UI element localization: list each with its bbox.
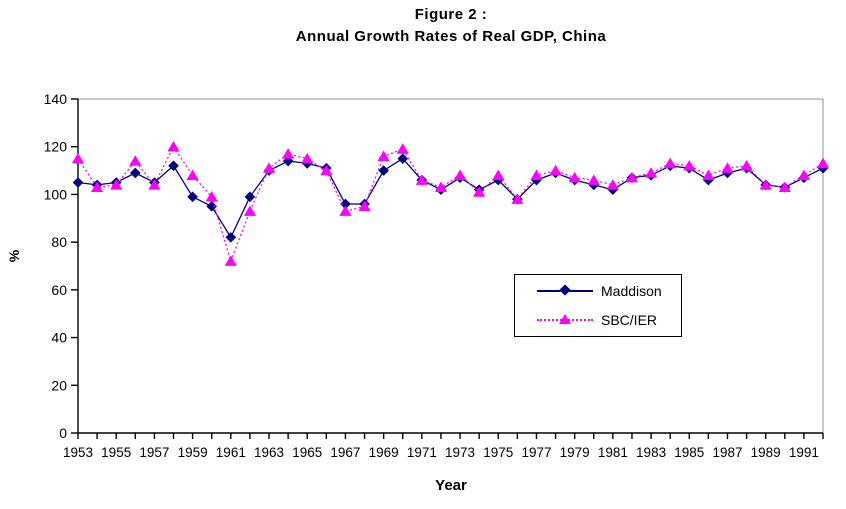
diamond-marker bbox=[187, 191, 198, 203]
x-tick-label: 1961 bbox=[216, 445, 246, 460]
y-tick-label: 0 bbox=[59, 425, 67, 441]
triangle-marker bbox=[664, 157, 677, 169]
triangle-marker bbox=[339, 205, 352, 216]
triangle-marker bbox=[205, 191, 218, 202]
sbc-line-sample bbox=[537, 314, 593, 325]
triangle-marker bbox=[320, 164, 333, 176]
x-tick-label: 1973 bbox=[445, 445, 475, 460]
triangle-marker bbox=[816, 157, 830, 169]
y-axis-title: % bbox=[6, 249, 22, 263]
x-tick-label: 1983 bbox=[636, 445, 666, 460]
triangle-marker bbox=[377, 150, 390, 161]
triangle-marker bbox=[568, 171, 581, 183]
triangle-marker bbox=[492, 169, 505, 181]
maddison-line-sample bbox=[537, 284, 593, 296]
x-tick-label: 1989 bbox=[751, 445, 781, 460]
x-tick-label: 1987 bbox=[712, 445, 742, 460]
triangle-marker bbox=[396, 143, 409, 154]
triangle-marker bbox=[511, 193, 524, 204]
triangle-marker bbox=[71, 152, 85, 164]
x-tick-label: 1977 bbox=[521, 445, 551, 460]
y-tick-label: 140 bbox=[44, 91, 68, 107]
triangle-marker bbox=[110, 179, 123, 190]
diamond-marker bbox=[378, 165, 389, 176]
triangle-marker bbox=[759, 179, 772, 190]
diamond-marker bbox=[225, 232, 237, 243]
triangle-marker bbox=[587, 174, 600, 185]
triangle-marker bbox=[186, 169, 199, 181]
x-tick-label: 1959 bbox=[178, 445, 208, 460]
x-tick-label: 1969 bbox=[369, 445, 399, 460]
triangle-marker bbox=[683, 160, 696, 171]
x-tick-label: 1957 bbox=[139, 445, 169, 460]
x-tick-label: 1975 bbox=[483, 445, 513, 460]
sbc-ier-line bbox=[77, 145, 824, 264]
triangle-marker bbox=[262, 162, 276, 173]
diamond-marker bbox=[168, 160, 179, 172]
legend-item-maddison: Maddison bbox=[515, 278, 681, 304]
sbc-triangle-icon bbox=[559, 314, 571, 324]
legend-item-sbc-ier: SBC/IER bbox=[515, 307, 681, 333]
y-tick-label: 20 bbox=[51, 377, 67, 393]
x-tick-label: 1991 bbox=[789, 445, 819, 460]
diamond-marker bbox=[206, 201, 218, 212]
triangle-marker bbox=[224, 255, 237, 266]
triangle-marker bbox=[453, 169, 467, 181]
triangle-marker bbox=[740, 160, 753, 171]
x-axis-title: Year bbox=[435, 477, 467, 494]
x-tick-label: 1971 bbox=[407, 445, 437, 460]
triangle-marker bbox=[473, 186, 486, 197]
x-tick-label: 1965 bbox=[292, 445, 322, 460]
triangle-marker bbox=[625, 171, 639, 183]
legend-label-maddison: Maddison bbox=[601, 283, 662, 299]
triangle-marker bbox=[243, 205, 256, 216]
triangle-marker bbox=[645, 167, 658, 178]
x-tick-label: 1953 bbox=[63, 445, 93, 460]
diamond-marker bbox=[282, 155, 294, 167]
figure-title: Figure 2 : Annual Growth Rates of Real G… bbox=[78, 4, 824, 48]
triangle-marker bbox=[415, 174, 428, 185]
diamond-marker bbox=[244, 191, 256, 203]
y-tick-label: 80 bbox=[51, 234, 67, 250]
y-tick-label: 100 bbox=[44, 186, 68, 202]
x-tick-label: 1981 bbox=[598, 445, 628, 460]
triangle-marker bbox=[797, 169, 810, 181]
triangle-marker bbox=[282, 148, 295, 159]
maddison-diamond-icon bbox=[559, 284, 571, 296]
triangle-marker bbox=[167, 140, 180, 152]
figure-title-line1: Figure 2 : bbox=[414, 6, 488, 23]
triangle-marker bbox=[129, 155, 142, 166]
triangle-marker bbox=[721, 162, 734, 173]
x-tick-label: 1955 bbox=[101, 445, 131, 460]
figure-title-line2: Annual Growth Rates of Real GDP, China bbox=[295, 28, 607, 45]
y-tick-label: 60 bbox=[51, 282, 67, 298]
diamond-marker bbox=[130, 167, 141, 179]
diamond-marker bbox=[72, 177, 84, 188]
legend-label-sbc-ier: SBC/IER bbox=[601, 312, 658, 328]
x-tick-label: 1985 bbox=[674, 445, 704, 460]
triangle-marker bbox=[91, 181, 104, 192]
triangle-marker bbox=[530, 169, 543, 181]
triangle-marker bbox=[702, 169, 715, 181]
y-tick-label: 120 bbox=[44, 139, 68, 155]
x-tick-label: 1979 bbox=[560, 445, 590, 460]
triangle-marker bbox=[148, 179, 161, 190]
triangle-marker bbox=[778, 181, 791, 192]
x-tick-label: 1967 bbox=[330, 445, 360, 460]
triangle-marker bbox=[549, 164, 562, 176]
triangle-marker bbox=[301, 152, 314, 164]
triangle-marker bbox=[606, 179, 619, 190]
triangle-marker bbox=[434, 181, 448, 192]
maddison-line bbox=[77, 157, 824, 239]
x-tick-label: 1963 bbox=[254, 445, 284, 460]
legend-box: Maddison SBC/IER bbox=[514, 274, 682, 337]
y-tick-label: 40 bbox=[51, 330, 67, 346]
diamond-marker bbox=[397, 153, 409, 164]
triangle-marker bbox=[358, 200, 371, 212]
